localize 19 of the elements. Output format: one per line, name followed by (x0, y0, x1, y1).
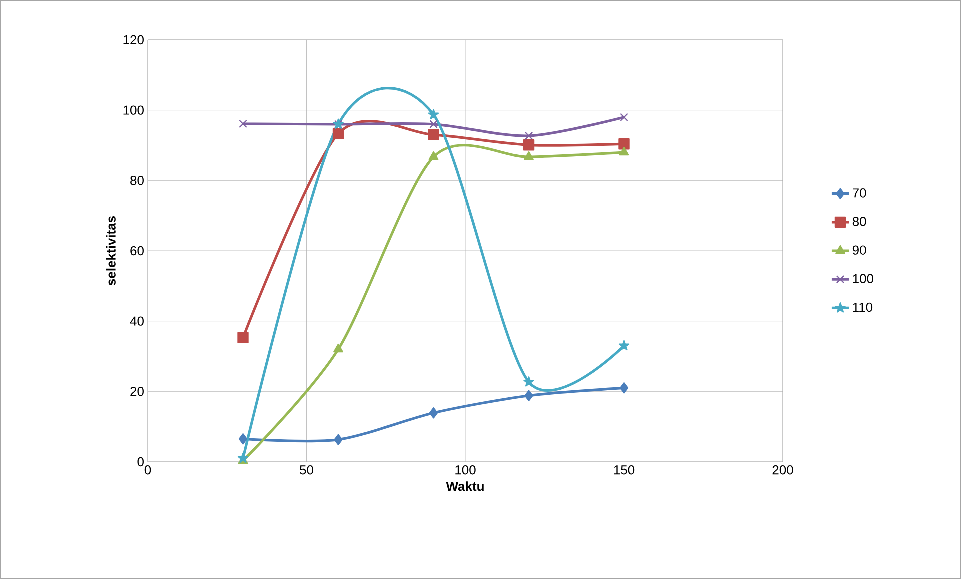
y-tick-label: 20 (130, 387, 144, 396)
y-tick-label: 60 (130, 246, 144, 256)
y-tick-label: 0 (138, 457, 144, 467)
x-tick-label: 200 (772, 466, 794, 475)
legend-label: 90 (852, 246, 866, 255)
x-tick-label: 150 (614, 466, 635, 475)
x-tick-label: 100 (456, 466, 476, 475)
y-tick-label: 120 (124, 35, 144, 45)
legend-label: 70 (853, 188, 866, 198)
x-tick-label: 50 (300, 466, 314, 475)
x-tick-label: 0 (144, 466, 152, 475)
y-tick-label: 80 (130, 176, 144, 186)
x-axis-title: Waktu (446, 482, 484, 492)
y-tick-label: 40 (130, 316, 144, 326)
legend-label: 100 (853, 274, 874, 284)
legend-label: 110 (853, 302, 873, 312)
y-axis-title: selektivitas (106, 216, 116, 286)
y-tick-label: 100 (124, 106, 144, 115)
legend-label: 80 (852, 217, 866, 226)
